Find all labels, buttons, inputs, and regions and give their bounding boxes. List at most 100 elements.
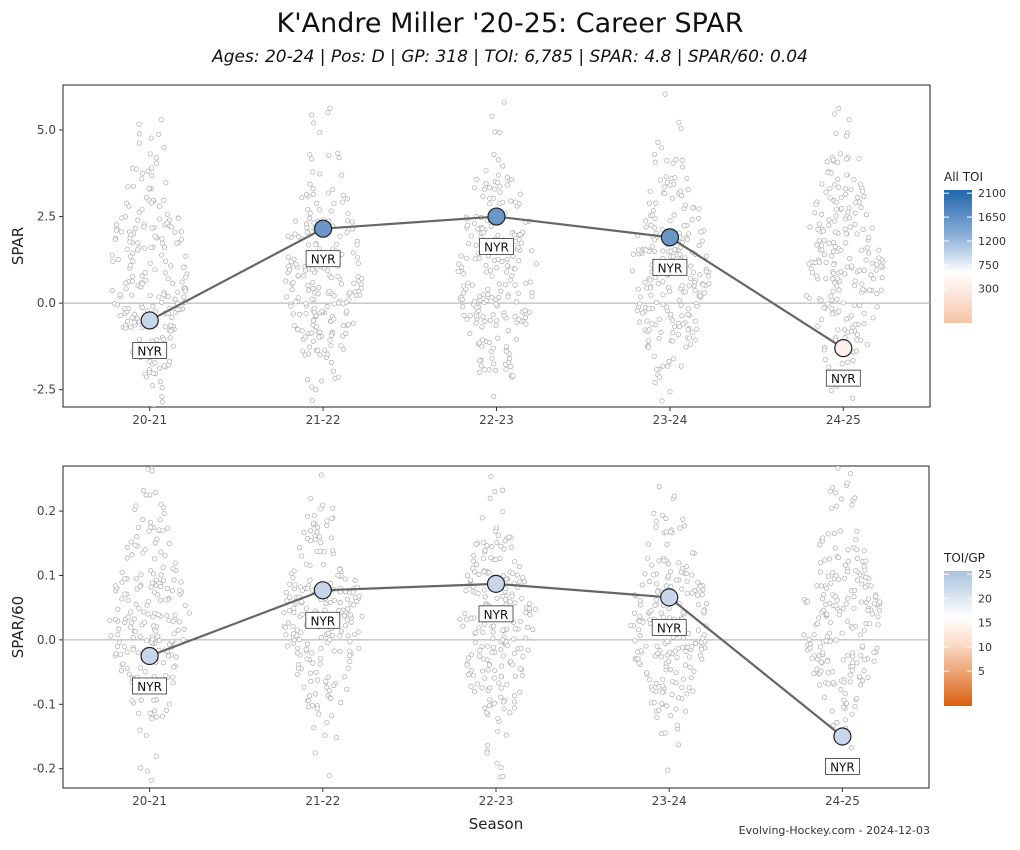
league-point: [487, 697, 493, 703]
league-point: [164, 220, 170, 226]
league-point: [504, 256, 510, 263]
league-point: [113, 651, 119, 657]
league-point: [291, 637, 297, 643]
league-point: [867, 621, 873, 627]
league-point: [678, 192, 685, 199]
league-point: [160, 577, 167, 583]
league-point: [835, 176, 841, 182]
league-point: [470, 558, 476, 564]
league-point: [492, 367, 499, 374]
league-point: [130, 183, 137, 189]
league-point: [163, 597, 169, 603]
league-point: [345, 606, 351, 612]
league-point: [812, 210, 818, 216]
league-point: [311, 725, 317, 731]
league-point: [489, 649, 495, 655]
league-point: [468, 615, 474, 621]
league-point: [333, 734, 340, 741]
league-point: [151, 623, 157, 629]
league-point: [348, 612, 354, 618]
league-point: [839, 630, 845, 636]
league-point: [496, 130, 503, 136]
league-point: [316, 207, 323, 213]
league-point: [643, 247, 649, 253]
league-point: [629, 268, 636, 274]
league-point: [169, 638, 175, 644]
league-point: [691, 283, 697, 289]
league-point: [843, 562, 849, 568]
league-point: [825, 531, 831, 537]
league-point: [685, 630, 692, 637]
league-point: [685, 311, 691, 318]
league-point: [649, 687, 656, 693]
league-point: [683, 344, 689, 350]
team-label-box: [652, 258, 688, 276]
legend-tick-label: 750: [978, 259, 999, 272]
league-point: [292, 582, 298, 588]
league-point: [487, 685, 493, 691]
league-point: [156, 527, 162, 533]
league-point: [870, 315, 876, 321]
league-point: [148, 777, 154, 783]
league-point: [500, 448, 504, 452]
league-point: [520, 575, 526, 581]
league-point: [108, 633, 114, 639]
league-point: [496, 294, 502, 300]
league-point: [638, 602, 644, 608]
league-point: [307, 577, 313, 583]
league-point: [522, 308, 528, 314]
league-point: [119, 596, 125, 602]
league-point: [874, 261, 880, 268]
league-point: [823, 601, 829, 608]
league-point: [853, 536, 859, 543]
league-point: [295, 645, 301, 651]
league-point: [132, 225, 139, 231]
league-point: [849, 667, 855, 673]
league-point: [133, 576, 139, 582]
league-point: [503, 576, 510, 582]
league-point: [115, 256, 121, 262]
league-point: [648, 608, 654, 614]
league-point: [339, 172, 345, 178]
league-point: [861, 194, 867, 200]
league-point: [109, 252, 115, 258]
league-point: [680, 516, 686, 522]
league-point: [476, 340, 482, 346]
league-point: [842, 717, 848, 723]
legend-colorbar: [944, 190, 972, 323]
league-point: [474, 313, 480, 319]
league-point: [328, 359, 334, 366]
league-point: [861, 267, 867, 273]
league-point: [161, 144, 167, 151]
legend-tick-label: 15: [978, 617, 992, 630]
league-point: [495, 157, 501, 163]
league-point: [653, 680, 659, 686]
league-point: [510, 662, 516, 668]
league-point: [137, 765, 144, 771]
league-point: [830, 669, 836, 675]
team-label: NYR: [651, 618, 687, 636]
league-point: [165, 293, 171, 300]
league-point: [299, 587, 305, 594]
team-label-box: [132, 342, 168, 359]
league-point: [653, 518, 660, 524]
league-point: [806, 636, 812, 642]
league-point: [682, 202, 688, 208]
league-point: [834, 720, 840, 726]
league-point: [680, 635, 686, 641]
league-point: [317, 171, 323, 177]
league-point: [819, 596, 826, 602]
league-point: [491, 623, 497, 629]
league-point: [836, 287, 842, 293]
league-point: [821, 252, 827, 258]
league-point: [673, 669, 679, 676]
league-point: [283, 632, 289, 638]
y-tick-label: -0.2: [33, 762, 56, 776]
league-point: [689, 217, 695, 223]
league-point: [816, 221, 822, 227]
league-point: [149, 636, 156, 642]
league-point: [685, 306, 691, 312]
league-point: [663, 529, 669, 535]
league-point: [876, 255, 882, 261]
league-point: [322, 732, 328, 738]
